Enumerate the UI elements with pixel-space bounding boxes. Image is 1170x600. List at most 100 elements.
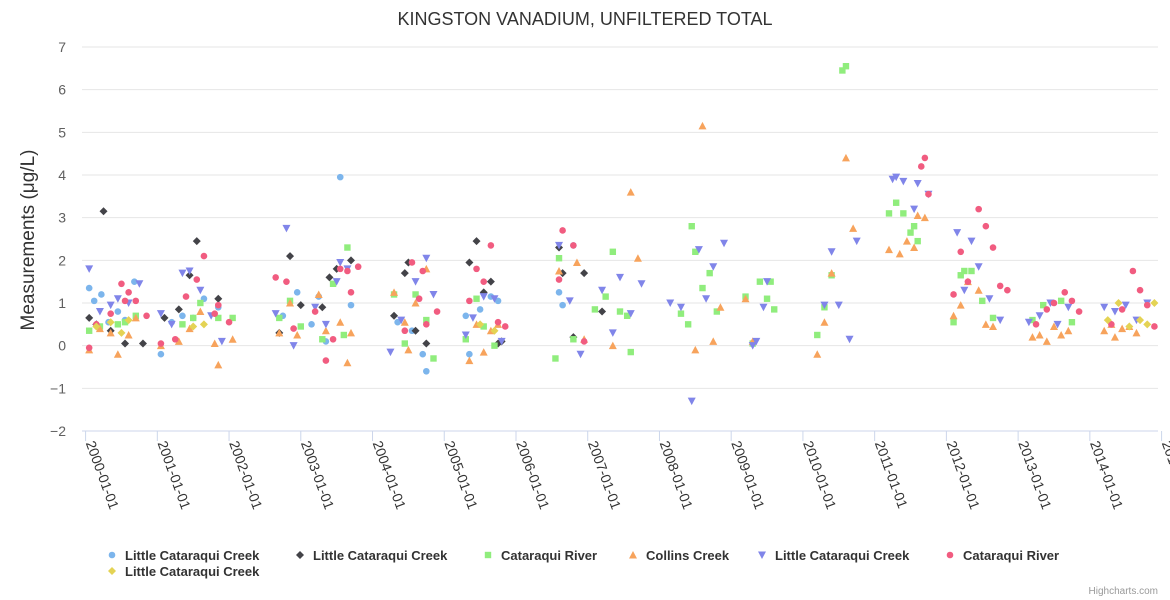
- y-tick-label: 4: [58, 167, 66, 183]
- data-point: [157, 340, 165, 347]
- data-point: [494, 297, 502, 305]
- legend-label[interactable]: Little Cataraqui Creek: [775, 548, 910, 563]
- data-point: [720, 239, 729, 248]
- data-point: [311, 303, 320, 312]
- data-point: [124, 316, 133, 325]
- legend-item[interactable]: Little Cataraqui Creek: [108, 548, 260, 563]
- legend-item[interactable]: Little Cataraqui Creek: [296, 548, 448, 563]
- data-point: [214, 301, 222, 309]
- legend-label[interactable]: Little Cataraqui Creek: [313, 548, 448, 563]
- data-point: [759, 303, 768, 312]
- data-point: [767, 278, 774, 285]
- data-point: [841, 153, 850, 162]
- data-point: [637, 280, 646, 288]
- data-point: [691, 345, 700, 354]
- legend-symbol: [108, 567, 116, 575]
- data-point: [185, 271, 194, 280]
- data-point: [1110, 308, 1119, 316]
- data-point: [1110, 333, 1119, 341]
- legend-item[interactable]: Cataraqui River: [946, 548, 1059, 563]
- data-point: [196, 307, 205, 316]
- data-point: [95, 324, 104, 333]
- data-point: [907, 229, 914, 236]
- data-point: [570, 242, 577, 249]
- x-tick-label: 2010-01-01: [800, 439, 840, 512]
- data-point: [336, 265, 344, 273]
- data-point: [171, 335, 179, 343]
- data-point: [336, 318, 345, 326]
- data-point: [1050, 299, 1058, 307]
- data-point: [591, 306, 599, 313]
- data-point: [677, 310, 685, 317]
- legend-item[interactable]: Little Cataraqui Creek: [758, 548, 910, 563]
- legend-label[interactable]: Cataraqui River: [501, 548, 597, 563]
- data-point: [282, 224, 291, 233]
- data-point: [131, 278, 138, 285]
- data-point: [555, 276, 563, 283]
- data-point: [340, 331, 348, 339]
- data-point: [329, 280, 337, 287]
- data-point: [347, 256, 355, 265]
- legend-symbol: [758, 551, 766, 559]
- data-point: [121, 297, 129, 305]
- data-point: [598, 307, 607, 316]
- data-point: [960, 286, 969, 295]
- data-point: [200, 252, 208, 260]
- y-tick-label: 6: [58, 82, 66, 98]
- data-point: [286, 252, 295, 261]
- legend-label[interactable]: Little Cataraqui Creek: [125, 548, 260, 563]
- data-point: [394, 318, 401, 326]
- data-point: [336, 258, 345, 267]
- data-point: [465, 258, 474, 267]
- legend-item[interactable]: Cataraqui River: [484, 548, 597, 563]
- legend[interactable]: Little Cataraqui Creek Little Cataraqui C…: [108, 548, 1059, 579]
- data-point: [297, 323, 304, 330]
- data-point: [107, 310, 114, 317]
- data-point: [157, 350, 165, 358]
- data-point: [842, 63, 850, 70]
- data-point: [626, 310, 635, 318]
- data-point: [1129, 267, 1137, 275]
- y-axis-label: Measurements (μg/L): [18, 150, 39, 331]
- data-point: [178, 269, 187, 278]
- y-tick-label: 3: [58, 210, 66, 226]
- data-point: [185, 267, 194, 275]
- data-point: [559, 301, 566, 309]
- data-point: [1043, 306, 1051, 313]
- data-point: [99, 207, 108, 216]
- legend-label[interactable]: Cataraqui River: [963, 548, 1059, 563]
- data-point: [290, 325, 297, 332]
- data-point: [121, 339, 130, 348]
- data-point: [476, 320, 485, 329]
- data-point: [106, 328, 115, 337]
- data-point: [1064, 303, 1073, 312]
- credits[interactable]: Highcharts.com: [1089, 586, 1158, 597]
- data-point: [716, 303, 725, 311]
- legend-label[interactable]: Collins Creek: [646, 548, 730, 563]
- data-point: [813, 350, 822, 358]
- data-point: [1024, 318, 1033, 327]
- data-point: [347, 328, 355, 337]
- data-point: [473, 265, 480, 273]
- data-point: [688, 223, 695, 230]
- data-point: [989, 314, 997, 322]
- x-tick-label: 2000-01-01: [83, 439, 123, 512]
- legend-label[interactable]: Little Cataraqui Creek: [125, 564, 260, 579]
- data-point: [390, 311, 399, 320]
- x-tick-label: 2006-01-01: [513, 439, 553, 512]
- data-point: [666, 299, 675, 307]
- data-point: [957, 272, 964, 279]
- data-point: [472, 237, 481, 246]
- legend-item[interactable]: Little Cataraqui Creek: [108, 564, 260, 579]
- data-point: [814, 331, 821, 339]
- data-point: [332, 278, 341, 286]
- data-point: [699, 284, 706, 292]
- legend-item[interactable]: Collins Creek: [629, 548, 730, 563]
- series-2: [85, 207, 607, 348]
- data-point: [555, 241, 564, 250]
- data-point: [1132, 328, 1141, 337]
- data-point: [423, 316, 430, 324]
- data-point: [1075, 308, 1083, 315]
- data-point: [763, 295, 771, 302]
- data-point: [321, 326, 330, 335]
